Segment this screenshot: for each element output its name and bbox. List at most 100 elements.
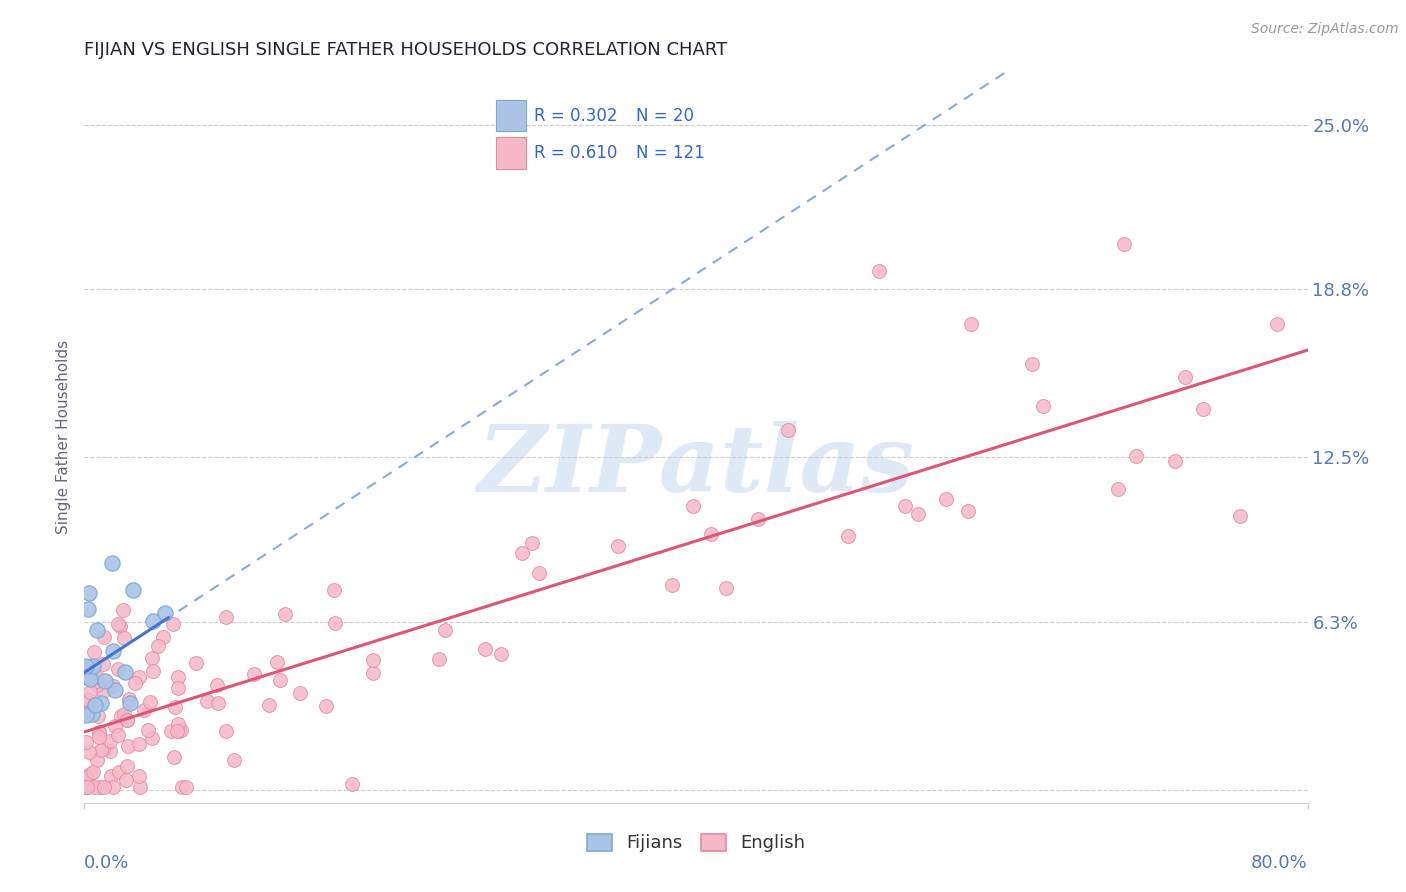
Point bbox=[83, 645, 105, 659]
Point bbox=[101, 780, 124, 794]
Point bbox=[75, 780, 97, 794]
Point bbox=[112, 603, 135, 617]
Point bbox=[361, 653, 384, 667]
Point bbox=[77, 602, 100, 616]
Point bbox=[427, 652, 450, 666]
Point bbox=[1229, 509, 1251, 524]
Point bbox=[118, 691, 141, 706]
Point bbox=[243, 666, 266, 681]
Point bbox=[94, 673, 117, 688]
Point bbox=[84, 698, 107, 712]
Point bbox=[224, 752, 246, 766]
Point bbox=[128, 670, 150, 684]
Point bbox=[257, 698, 280, 712]
Point bbox=[1192, 402, 1215, 417]
Point bbox=[215, 723, 238, 738]
Point bbox=[163, 750, 186, 764]
Point bbox=[91, 657, 114, 671]
Point bbox=[176, 780, 198, 794]
Point bbox=[86, 674, 108, 689]
Point bbox=[1107, 483, 1129, 497]
Point bbox=[77, 586, 100, 600]
Point bbox=[167, 717, 190, 731]
Point bbox=[215, 610, 238, 624]
Point bbox=[141, 731, 163, 745]
Point bbox=[86, 624, 108, 638]
Point bbox=[142, 664, 165, 678]
Point bbox=[907, 507, 929, 521]
Point bbox=[115, 772, 138, 787]
Point bbox=[77, 670, 100, 684]
Point bbox=[90, 696, 112, 710]
Text: FIJIAN VS ENGLISH SINGLE FATHER HOUSEHOLDS CORRELATION CHART: FIJIAN VS ENGLISH SINGLE FATHER HOUSEHOL… bbox=[84, 41, 728, 59]
Point bbox=[1174, 370, 1197, 384]
Point bbox=[100, 769, 122, 783]
Point bbox=[153, 606, 176, 620]
Text: 0.0%: 0.0% bbox=[84, 854, 129, 872]
Point bbox=[93, 630, 115, 644]
Text: Source: ZipAtlas.com: Source: ZipAtlas.com bbox=[1251, 22, 1399, 37]
Point bbox=[167, 724, 190, 739]
Point bbox=[1032, 399, 1054, 413]
Point bbox=[269, 673, 291, 687]
Point bbox=[128, 737, 150, 751]
Text: 80.0%: 80.0% bbox=[1251, 854, 1308, 872]
Point bbox=[714, 581, 737, 595]
Point bbox=[79, 672, 101, 686]
Point bbox=[86, 678, 108, 692]
Point bbox=[170, 723, 193, 737]
Point bbox=[89, 780, 111, 794]
Point bbox=[1265, 317, 1288, 331]
Point bbox=[837, 529, 859, 543]
Point bbox=[207, 697, 229, 711]
Point bbox=[86, 753, 108, 767]
Point bbox=[83, 780, 105, 794]
Point bbox=[91, 684, 114, 698]
Point bbox=[960, 317, 983, 331]
Point bbox=[1114, 237, 1136, 252]
Point bbox=[75, 695, 97, 709]
Point bbox=[91, 742, 114, 756]
Point bbox=[75, 770, 97, 784]
Point bbox=[117, 739, 139, 753]
Point bbox=[167, 681, 190, 696]
Point bbox=[510, 546, 533, 560]
Point bbox=[103, 683, 125, 698]
Point bbox=[107, 727, 129, 741]
Point bbox=[76, 691, 98, 706]
Point bbox=[124, 676, 146, 690]
Point bbox=[1021, 357, 1043, 371]
Point bbox=[894, 499, 917, 513]
Point bbox=[110, 709, 132, 723]
Point bbox=[340, 777, 363, 791]
Point bbox=[776, 424, 799, 438]
Point bbox=[152, 631, 174, 645]
Point bbox=[75, 707, 97, 722]
Point bbox=[114, 665, 136, 680]
Point bbox=[869, 264, 891, 278]
Point bbox=[195, 694, 218, 708]
Point bbox=[122, 582, 145, 597]
Point bbox=[159, 723, 181, 738]
Point bbox=[266, 655, 288, 669]
Point bbox=[682, 499, 704, 513]
Point bbox=[747, 512, 769, 526]
Point bbox=[76, 778, 98, 792]
Point bbox=[104, 719, 127, 733]
Legend: Fijians, English: Fijians, English bbox=[579, 826, 813, 860]
Point bbox=[82, 707, 104, 722]
Point bbox=[700, 526, 723, 541]
Point bbox=[274, 607, 297, 621]
Point bbox=[323, 616, 346, 631]
Y-axis label: Single Father Households: Single Father Households bbox=[56, 340, 72, 534]
Point bbox=[1125, 449, 1147, 463]
Point bbox=[434, 623, 457, 637]
Point bbox=[112, 707, 135, 722]
Point bbox=[117, 714, 139, 728]
Point bbox=[107, 662, 129, 676]
Point bbox=[89, 730, 111, 744]
Point bbox=[128, 769, 150, 783]
Point bbox=[107, 617, 129, 632]
Point bbox=[77, 745, 100, 759]
Point bbox=[93, 780, 115, 794]
